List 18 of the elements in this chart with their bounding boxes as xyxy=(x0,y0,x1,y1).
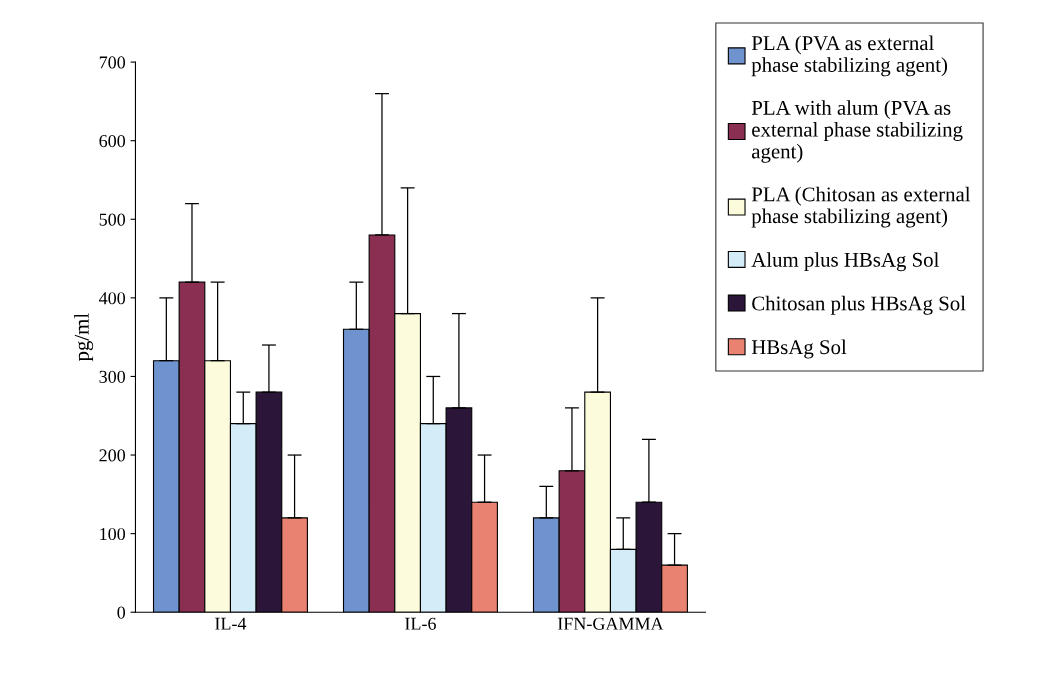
y-tick-label: 300 xyxy=(99,370,126,383)
legend-label: Chitosan plus HBsAg Sol xyxy=(752,295,966,315)
y-axis-title: pg/ml xyxy=(74,313,94,362)
y-tick-label: 500 xyxy=(99,213,126,226)
y-tick-label: 200 xyxy=(99,449,126,462)
x-tick-label: IL-6 xyxy=(405,617,436,630)
legend-label: Alum plus HBsAg Sol xyxy=(751,252,939,272)
y-tick-label: 100 xyxy=(100,527,126,541)
y-tick-label: 600 xyxy=(99,134,126,148)
x-tick-label: IL-4 xyxy=(215,617,247,630)
x-tick-label: IFN-GAMMA xyxy=(557,617,664,630)
y-tick-label: 0 xyxy=(117,606,126,619)
legend-label: PLA with alum (PVA as external phase stabilizing agent) xyxy=(751,100,963,163)
y-tick-label: 400 xyxy=(99,292,126,305)
y-tick-label: 700 xyxy=(99,56,126,69)
legend-label: HBsAg Sol xyxy=(751,339,847,359)
legend-label: PLA (PVA as external phase stabilizing agent) xyxy=(751,35,948,77)
legend-label: PLA (Chitosan as external phase stabilizing agent) xyxy=(751,186,971,228)
